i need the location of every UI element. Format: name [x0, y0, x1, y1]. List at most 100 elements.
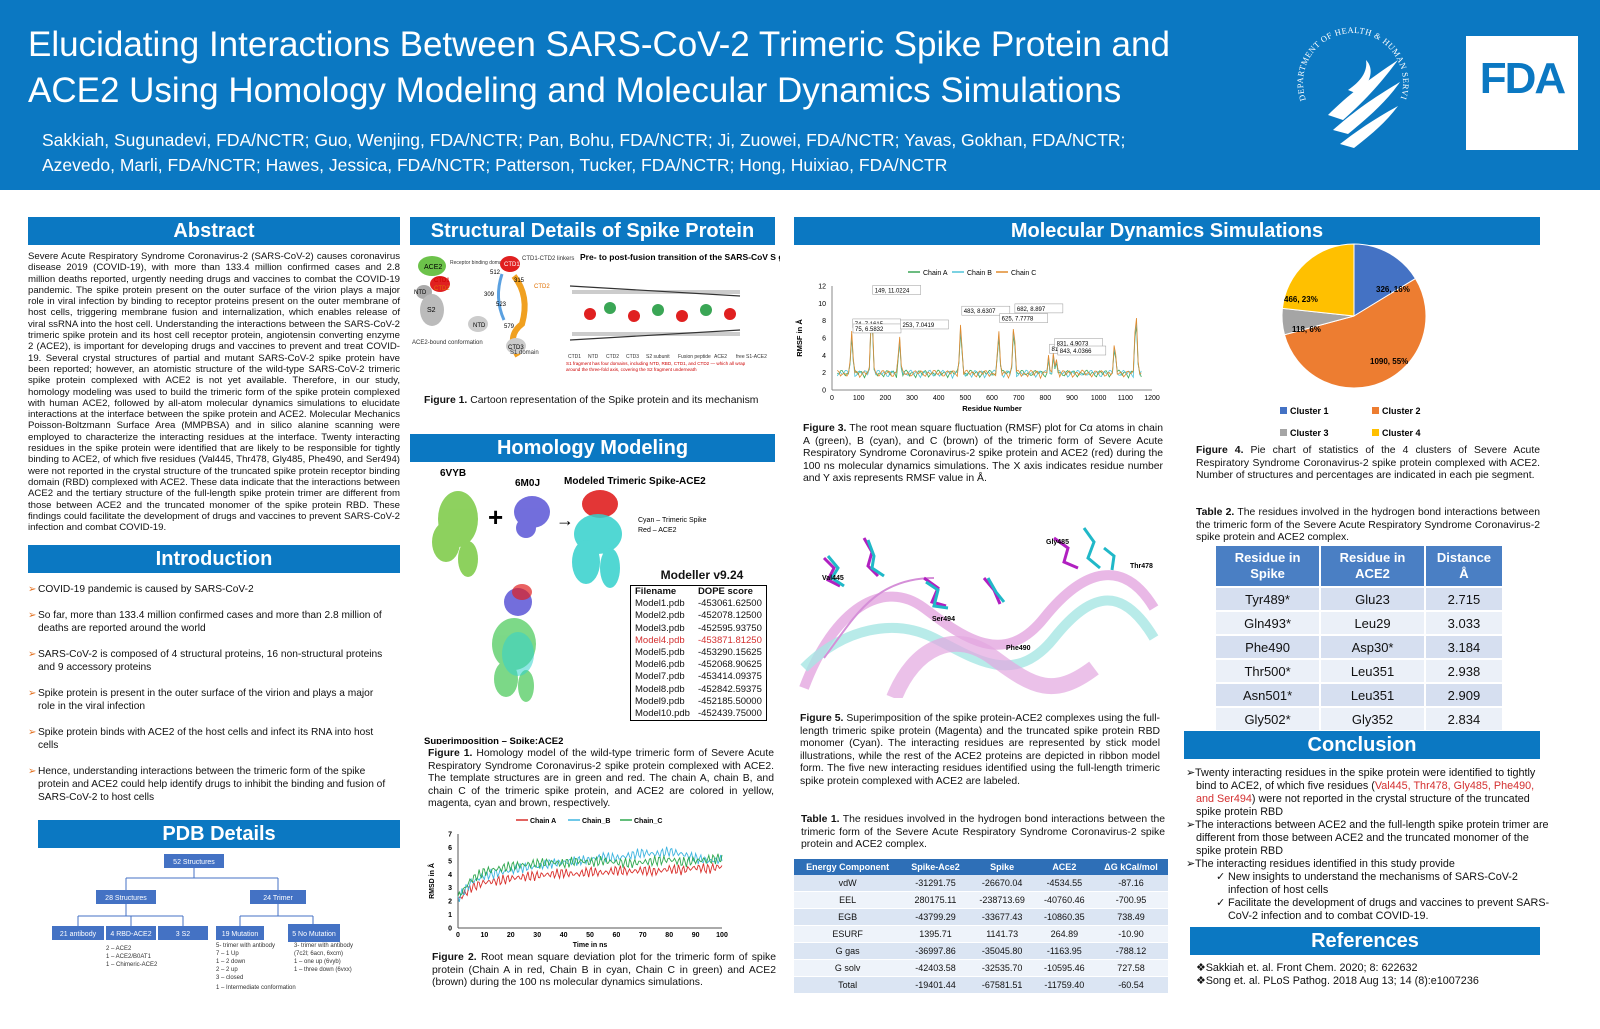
svg-text:NTD: NTD: [588, 354, 599, 360]
x-tick-label: 70: [639, 932, 647, 939]
table-row: Total -19401.44 -67581.51 -11759.40 -60.54: [794, 976, 1168, 994]
svg-text:7 – 1 Up: 7 – 1 Up: [216, 951, 239, 957]
pdb-leaf-s2: 3 S2: [176, 931, 191, 938]
legend-label: Chain C: [1011, 270, 1036, 277]
svg-text:3 – closed: 3 – closed: [216, 975, 243, 981]
svg-text:CTD1: CTD1: [568, 354, 581, 360]
x-tick-label: 800: [1039, 395, 1051, 402]
x-tick-label: 40: [560, 932, 568, 939]
figure-1b-caption: Figure 1. Homology model of the wild-typ…: [428, 748, 774, 809]
svg-text:Pre- to post-fusion transition: Pre- to post-fusion transition of the SA…: [580, 252, 780, 262]
rmsd-series-line: [457, 853, 723, 897]
table-row: Phe490 Asp30* 3.184: [1213, 634, 1505, 660]
conclusion-item-2: ➢The interactions between ACE2 and the f…: [1186, 819, 1549, 857]
structure-legend: CTD1 NTD CTD2 CTD3 S2 subunit Fusion pep…: [568, 354, 767, 360]
y-tick-label: 2: [822, 370, 826, 377]
bullet-arrow-icon: ➢: [28, 727, 37, 738]
svg-text:CTD1: CTD1: [504, 262, 520, 268]
table-row: Model9.pdb -452185.50000: [635, 695, 762, 707]
pie-slice: [1353, 243, 1417, 317]
legend-swatch: [1372, 407, 1379, 414]
pdb-leaf-mutation: 19 Mutation: [222, 931, 259, 938]
pdb-root-node: 52 Structures: [173, 859, 215, 866]
abstract-text: Severe Acute Respiratory Syndrome Corona…: [28, 251, 400, 534]
x-tick-label: 400: [933, 395, 945, 402]
x-tick-label: 80: [665, 932, 673, 939]
svg-text:ACE2: ACE2: [424, 264, 442, 271]
svg-text:Ser494: Ser494: [932, 616, 955, 623]
authors-line-2: Azevedo, Marli, FDA/NCTR; Hawes, Jessica…: [42, 155, 948, 175]
svg-text:Superimposition – Spike:ACE2: Superimposition – Spike:ACE2: [424, 736, 563, 744]
intro-bullet: ➢ SARS-CoV-2 is composed of 4 structural …: [28, 649, 383, 673]
author-list: Sakkiah, Sugunadevi, FDA/NCTR; Guo, Wenj…: [42, 128, 1282, 178]
svg-text:75, 6.5832: 75, 6.5832: [855, 327, 884, 333]
figure-2-caption: Figure 2. Root mean square deviation plo…: [432, 952, 776, 988]
pie-slice: [1283, 277, 1427, 389]
svg-text:Red – ACE2: Red – ACE2: [638, 527, 677, 534]
abstract-heading: Abstract: [28, 217, 400, 245]
table-row: Model10.pdb -452439.75000: [635, 708, 762, 720]
ace2-blob: [418, 256, 446, 276]
rmsd-series-line: [457, 862, 723, 900]
svg-text:Cyan – Trimeric Spike: Cyan – Trimeric Spike: [638, 517, 707, 524]
conclusion-subitem-2: ✓ Facilitate the development of drugs an…: [1216, 897, 1550, 922]
svg-text:NTD: NTD: [473, 323, 486, 329]
svg-text:CTD3: CTD3: [626, 354, 639, 360]
table-row: Model3.pdb -452595.93750: [635, 622, 762, 634]
pdb-node-trimer: 24 Trimer: [263, 895, 293, 902]
y-tick-label: 0: [448, 926, 452, 933]
table-row: vdW -31291.75 -26670.04 -4534.55 -87.16: [794, 875, 1168, 892]
introduction-list: ➢ COVID-19 pandemic is caused by SARS-CoV…: [28, 583, 392, 817]
figure-4-caption: Figure 4. Pie chart of statistics of the…: [1196, 445, 1541, 481]
y-axis-label: RMSD in Å: [427, 863, 436, 899]
poster-header: Elucidating Interactions Between SARS-Co…: [0, 0, 1600, 190]
svg-text:ACE2: ACE2: [714, 354, 727, 360]
pie-slice-label: 326, 16%: [1376, 285, 1410, 294]
y-tick-label: 8: [822, 318, 826, 325]
svg-text:315: 315: [514, 278, 525, 284]
conclusion-item-1: ➢Twenty interacting residues in the spik…: [1186, 767, 1536, 818]
table-row: Model6.pdb -452068.90625: [635, 659, 762, 671]
x-tick-label: 10: [481, 932, 489, 939]
legend-swatch: [1280, 407, 1287, 414]
x-axis-label: Residue Number: [962, 404, 1022, 413]
svg-text:Fusion peptide: Fusion peptide: [678, 354, 711, 360]
svg-text:6VYB: 6VYB: [440, 468, 466, 479]
fda-logo: FDA: [1466, 36, 1578, 150]
x-tick-label: 300: [906, 395, 918, 402]
svg-text:483, 8.6307: 483, 8.6307: [964, 309, 996, 315]
pdb-node-28: 28 Structures: [105, 895, 147, 902]
references-list: ❖Sakkiah et. al. Front Chem. 2020; 8: 62…: [1196, 962, 1546, 988]
x-tick-label: 600: [986, 395, 998, 402]
legend-label: Chain B: [967, 270, 992, 277]
svg-text:Receptor binding domain: Receptor binding domain: [450, 260, 506, 266]
modeller-title: Modeller v9.24: [660, 568, 744, 582]
rmsd-series-line: [457, 846, 723, 903]
pie-slice-label: 1090, 55%: [1370, 357, 1408, 366]
svg-text:free S1-ACE2: free S1-ACE2: [736, 354, 767, 360]
table-1-caption: Table 1. The residues involved in the hy…: [801, 814, 1166, 850]
introduction-heading: Introduction: [28, 545, 400, 573]
authors-line-1: Sakkiah, Sugunadevi, FDA/NCTR; Guo, Wenj…: [42, 130, 1126, 150]
rmsf-annotation: 253, 7.0419: [900, 319, 949, 330]
x-tick-label: 100: [853, 395, 865, 402]
legend-swatch: [1280, 429, 1287, 436]
svg-text:523: 523: [496, 302, 507, 308]
y-tick-label: 0: [822, 388, 826, 395]
rmsf-annotation: 682, 8.897: [1014, 303, 1064, 314]
svg-text:+: +: [488, 502, 503, 532]
table-2-caption: Table 2. The residues involved in the hy…: [1196, 507, 1540, 543]
x-tick-label: 500: [959, 395, 971, 402]
svg-text:682, 8.897: 682, 8.897: [1017, 307, 1046, 313]
hbond-table: Residue in Spike Residue in ACE2 Distance …: [1213, 544, 1505, 732]
cluster-pie-chart: 326, 16% 1090, 55% 118, 6% 466, 23% Cluster …: [1280, 243, 1427, 438]
rmsf-annotation: 625, 7.7778: [999, 313, 1048, 323]
x-tick-label: 90: [692, 932, 700, 939]
svg-text:1 – ACE2/B0AT1: 1 – ACE2/B0AT1: [106, 954, 152, 960]
svg-text:843, 4.0366: 843, 4.0366: [1060, 349, 1092, 355]
reference-2: ❖Song et. al. PLoS Pathog. 2018 Aug 13; …: [1196, 975, 1479, 987]
rmsf-annotation: 75, 6.5832: [852, 323, 902, 334]
bullet-arrow-icon: ➢: [28, 610, 37, 621]
pdb-details-heading: PDB Details: [38, 820, 400, 848]
x-tick-label: 20: [507, 932, 515, 939]
